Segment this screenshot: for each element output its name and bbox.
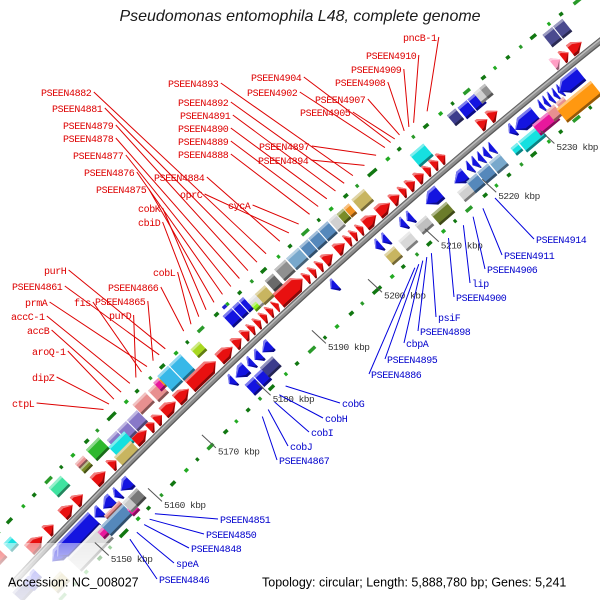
- svg-text:PSEEN4881: PSEEN4881: [52, 105, 103, 116]
- svg-text:PSEEN4910: PSEEN4910: [366, 52, 417, 63]
- svg-text:PSEEN4846: PSEEN4846: [159, 576, 210, 587]
- svg-text:PSEEN4879: PSEEN4879: [63, 122, 114, 133]
- svg-text:pncB-1: pncB-1: [403, 34, 437, 45]
- svg-text:PSEEN4909: PSEEN4909: [351, 66, 402, 77]
- svg-text:prmA: prmA: [25, 299, 48, 310]
- svg-text:cobL: cobL: [153, 268, 176, 280]
- svg-text:PSEEN4905: PSEEN4905: [300, 109, 351, 120]
- svg-text:PSEEN4851: PSEEN4851: [220, 516, 271, 527]
- svg-text:PSEEN4892: PSEEN4892: [178, 99, 229, 110]
- svg-text:PSEEN4904: PSEEN4904: [251, 74, 302, 85]
- svg-text:cobJ: cobJ: [290, 442, 312, 454]
- svg-text:5160 kbp: 5160 kbp: [164, 500, 206, 511]
- svg-text:Accession: NC_008027: Accession: NC_008027: [8, 576, 139, 590]
- svg-text:aroQ-1: aroQ-1: [32, 348, 66, 359]
- svg-text:PSEEN4886: PSEEN4886: [371, 371, 422, 382]
- svg-text:PSEEN4900: PSEEN4900: [456, 294, 507, 305]
- svg-text:PSEEN4875: PSEEN4875: [96, 186, 147, 197]
- svg-text:PSEEN4902: PSEEN4902: [247, 89, 298, 100]
- svg-text:PSEEN4876: PSEEN4876: [84, 169, 135, 180]
- svg-text:cbiD: cbiD: [138, 218, 161, 230]
- svg-text:5200 kbp: 5200 kbp: [384, 291, 426, 302]
- svg-text:oprC: oprC: [180, 191, 203, 202]
- svg-text:5180 kbp: 5180 kbp: [273, 394, 315, 405]
- svg-text:PSEEN4891: PSEEN4891: [180, 112, 231, 123]
- svg-text:PSEEN4861: PSEEN4861: [12, 283, 63, 294]
- svg-text:5190 kbp: 5190 kbp: [328, 342, 370, 353]
- svg-text:accC-1: accC-1: [11, 313, 45, 324]
- svg-text:PSEEN4850: PSEEN4850: [206, 531, 257, 542]
- svg-text:accB: accB: [27, 327, 50, 338]
- svg-text:PSEEN4848: PSEEN4848: [191, 545, 242, 556]
- svg-text:PSEEN4867: PSEEN4867: [279, 457, 330, 468]
- svg-text:speA: speA: [176, 560, 199, 571]
- svg-text:PSEEN4906: PSEEN4906: [487, 266, 538, 277]
- svg-text:cbpA: cbpA: [406, 339, 429, 351]
- svg-text:PSEEN4897: PSEEN4897: [259, 143, 310, 154]
- svg-text:PSEEN4882: PSEEN4882: [41, 89, 92, 100]
- svg-text:dipZ: dipZ: [32, 373, 55, 385]
- svg-text:PSEEN4911: PSEEN4911: [504, 252, 555, 263]
- svg-text:PSEEN4894: PSEEN4894: [258, 157, 309, 168]
- svg-text:cobI: cobI: [311, 428, 333, 440]
- svg-text:PSEEN4908: PSEEN4908: [335, 79, 386, 90]
- svg-text:PSEEN4895: PSEEN4895: [387, 356, 438, 367]
- svg-text:PSEEN4884: PSEEN4884: [154, 174, 205, 185]
- svg-text:PSEEN4888: PSEEN4888: [178, 151, 229, 162]
- svg-text:5170 kbp: 5170 kbp: [218, 446, 260, 457]
- svg-text:PSEEN4878: PSEEN4878: [63, 135, 114, 146]
- svg-text:PSEEN4866: PSEEN4866: [108, 284, 159, 295]
- svg-text:purD: purD: [109, 312, 132, 323]
- svg-text:ctpL: ctpL: [12, 400, 35, 411]
- svg-text:PSEEN4893: PSEEN4893: [168, 80, 219, 91]
- svg-text:cobH: cobH: [325, 414, 348, 426]
- svg-text:cobK: cobK: [138, 204, 161, 216]
- svg-text:PSEEN4907: PSEEN4907: [315, 96, 366, 107]
- svg-text:PSEEN4898: PSEEN4898: [420, 328, 471, 339]
- svg-text:fis: fis: [74, 298, 91, 310]
- svg-text:5150 kbp: 5150 kbp: [111, 554, 153, 565]
- svg-text:PSEEN4865: PSEEN4865: [95, 298, 146, 309]
- svg-text:psiF: psiF: [438, 313, 461, 325]
- svg-text:PSEEN4877: PSEEN4877: [73, 152, 124, 163]
- svg-text:PSEEN4890: PSEEN4890: [178, 125, 229, 136]
- svg-text:Pseudomonas entomophila L48, c: Pseudomonas entomophila L48, complete ge…: [119, 8, 480, 25]
- svg-text:lip: lip: [472, 279, 489, 291]
- svg-text:purH: purH: [44, 267, 67, 278]
- svg-text:cobG: cobG: [342, 399, 365, 411]
- svg-text:5210 kbp: 5210 kbp: [441, 240, 483, 251]
- svg-text:cycA: cycA: [228, 202, 251, 213]
- svg-text:Topology: circular; Length: 5,: Topology: circular; Length: 5,888,780 bp…: [262, 576, 566, 590]
- svg-text:PSEEN4889: PSEEN4889: [178, 138, 229, 149]
- svg-text:PSEEN4914: PSEEN4914: [536, 236, 587, 247]
- svg-text:5230 kbp: 5230 kbp: [556, 142, 598, 153]
- svg-text:5220 kbp: 5220 kbp: [498, 191, 540, 202]
